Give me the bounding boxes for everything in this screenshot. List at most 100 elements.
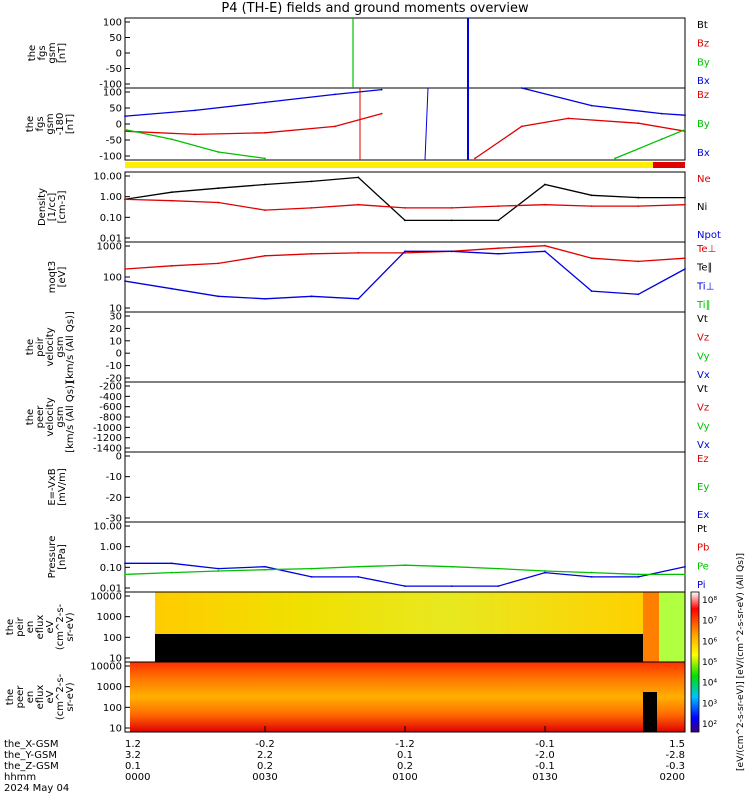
data-point <box>637 122 640 125</box>
data-point <box>450 206 453 209</box>
ion-spectrogram-dark-region <box>155 634 643 662</box>
data-point <box>310 567 313 570</box>
ytick-label: 100 <box>103 88 122 99</box>
data-point <box>357 251 360 254</box>
legend-vx: Vx <box>697 440 710 451</box>
panel-ylabel-3: Density[1/cc][cm-3] <box>37 188 68 226</box>
data-point <box>590 205 593 208</box>
ytick-label: -50 <box>106 64 122 75</box>
ytick-label: -10 <box>106 361 122 372</box>
electron-spectrogram-fill <box>130 662 685 732</box>
ytick-label: 10 <box>109 336 122 347</box>
data-point <box>264 209 266 212</box>
legend-vy: Vy <box>697 421 710 432</box>
data-point <box>380 88 383 91</box>
data-point <box>124 130 126 133</box>
data-point <box>450 219 453 222</box>
data-point <box>544 250 546 253</box>
series-pe-line <box>124 564 685 576</box>
data-point <box>264 131 266 134</box>
legend-ey: Ey <box>697 482 709 493</box>
data-point <box>334 125 336 128</box>
data-point <box>217 262 220 265</box>
data-point <box>684 114 686 117</box>
data-point <box>590 290 593 293</box>
xaxis-row-label: the_X-GSM <box>4 739 58 750</box>
data-point <box>170 571 173 574</box>
legend-bx: Bx <box>697 76 710 87</box>
data-point <box>264 568 266 571</box>
data-point <box>544 244 546 247</box>
panel-frame-7 <box>124 451 686 523</box>
data-point <box>334 93 336 96</box>
ytick-label: 1000 <box>97 612 122 623</box>
colorbar-tick: 10⁴ <box>702 679 717 689</box>
data-point <box>497 252 500 255</box>
data-point <box>450 585 453 588</box>
colorbar-tick: 10² <box>702 720 717 730</box>
xtick-label: 3.2 <box>125 750 141 761</box>
data-point <box>124 573 126 576</box>
ytick-label: -100 <box>99 80 122 91</box>
data-point <box>264 183 266 186</box>
xtick-label: 0030 <box>252 772 277 783</box>
xtick-label: -0.1 <box>535 739 555 750</box>
ion-spectrogram-orange-band <box>643 592 659 662</box>
xaxis-row-label: 2024 May 04 <box>4 783 69 794</box>
legend-by: By <box>697 119 710 130</box>
legend-npot: Npot <box>697 230 721 241</box>
series-te-line <box>124 245 686 270</box>
data-point <box>357 297 360 300</box>
ytick-label: -1400 <box>93 444 122 455</box>
ytick-label: 100 <box>103 273 122 284</box>
ytick-label: -600 <box>99 402 122 413</box>
panel-ylabel-10: thepeerenefluxeV(cm^2-s-sr-eV) <box>5 673 76 720</box>
xtick-label: 1.2 <box>125 739 141 750</box>
data-point <box>124 280 126 282</box>
data-point <box>264 297 266 300</box>
xtick-label: 0130 <box>532 772 557 783</box>
panel-ylabel-9: thepeirenefluxeV(cm^2-s-sr-eV) <box>5 603 76 650</box>
ytick-label: -100 <box>99 152 122 163</box>
legend-pi: Pi <box>697 580 706 591</box>
status-bar-red <box>653 162 685 168</box>
data-point <box>567 117 570 120</box>
ytick-label: 0.10 <box>100 213 122 224</box>
ytick-label: 0 <box>116 120 122 131</box>
ytick-label: 0 <box>116 349 122 360</box>
data-point <box>404 219 406 222</box>
data-point <box>404 585 406 588</box>
series-by-line <box>124 128 266 160</box>
data-point <box>590 571 593 574</box>
panel-ylabel-4: moqt3[eV] <box>47 261 68 294</box>
ytick-label: 20 <box>109 324 122 335</box>
data-point <box>217 295 220 298</box>
panel-frame-1 <box>124 17 686 89</box>
data-point <box>124 128 126 131</box>
xtick-label: 0.1 <box>125 761 141 772</box>
data-point <box>450 250 453 253</box>
legend-te⊥: Te⊥ <box>696 244 716 255</box>
colorbar-tick: 10⁷ <box>702 617 717 627</box>
legend-pe: Pe <box>697 561 709 572</box>
ion-spectrogram-green-band <box>659 592 685 662</box>
ytick-label: -10 <box>106 472 122 483</box>
data-point <box>170 562 173 565</box>
legend-vx: Vx <box>697 370 710 381</box>
legend-pt: Pt <box>697 524 707 535</box>
ytick-label: 100 <box>103 633 122 644</box>
ytick-label: -20 <box>106 493 122 504</box>
ytick-label: 1000 <box>97 682 122 693</box>
ytick-label: 30 <box>109 312 122 323</box>
data-point <box>170 191 173 194</box>
legend-by: By <box>697 57 710 68</box>
panel-ylabel-1: thefgsgsm[nT] <box>27 42 68 63</box>
data-point <box>404 250 406 253</box>
colorbar-tick: 10⁶ <box>702 637 717 647</box>
ytick-label: 50 <box>109 33 122 44</box>
data-point <box>684 257 686 260</box>
xaxis-row-label: the_Y-GSM <box>4 750 57 761</box>
panel-ylabel-2: thefgsgsm-180[nT] <box>25 113 76 136</box>
legend-vt: Vt <box>697 314 708 325</box>
ytick-label: 0 <box>116 452 122 463</box>
